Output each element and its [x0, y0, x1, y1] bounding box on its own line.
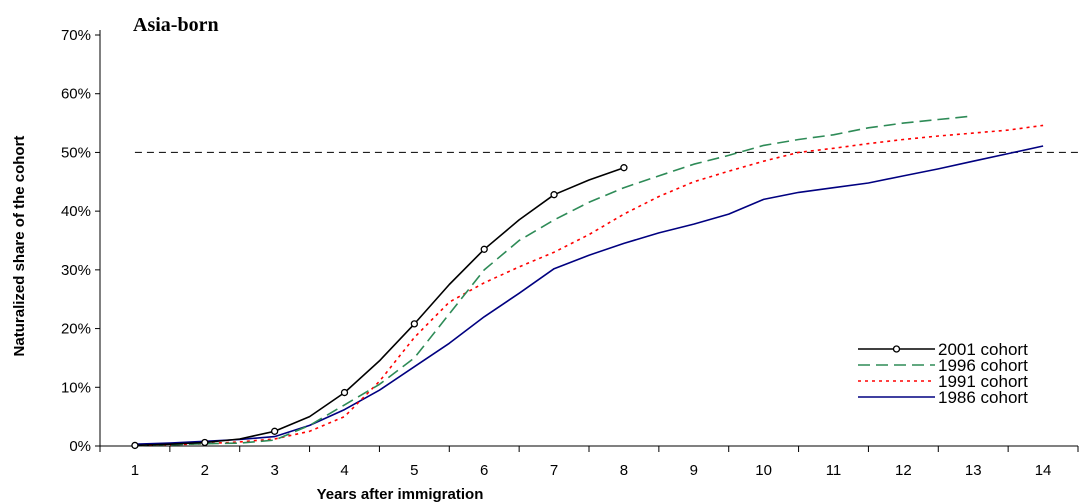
x-tick-label: 14	[1035, 462, 1052, 479]
x-tick-label: 2	[201, 462, 209, 479]
series-1986-cohort	[134, 145, 1044, 445]
y-axis-title: Naturalized share of the cohort	[11, 136, 28, 357]
legend-label: 2001 cohort	[938, 340, 1028, 359]
x-tick-label: 6	[480, 462, 488, 479]
data-point	[480, 245, 488, 253]
x-tick-label: 4	[340, 462, 348, 479]
data-point	[410, 320, 419, 328]
y-tick-label: 70%	[61, 27, 91, 44]
x-tick-label: 3	[270, 462, 278, 479]
x-tick-label: 9	[690, 462, 698, 479]
legend-label: 1986 cohort	[938, 388, 1028, 407]
x-tick-label: 11	[826, 462, 842, 479]
data-point	[340, 388, 349, 397]
x-tick-label: 5	[410, 462, 418, 479]
series-line	[134, 145, 1044, 445]
y-tick-label: 30%	[61, 262, 91, 279]
x-axis: 1 2 3 4 5 6 7 8 9 10 11 12 13 14	[99, 446, 1079, 479]
data-point	[131, 441, 139, 450]
y-tick-label: 10%	[61, 379, 91, 396]
plot-area	[99, 30, 1078, 447]
x-tick-label: 7	[550, 462, 558, 479]
x-tick-label: 8	[620, 462, 628, 479]
y-tick-label: 0%	[69, 438, 91, 455]
y-tick-label: 60%	[61, 86, 91, 103]
legend-label: 1996 cohort	[938, 356, 1028, 375]
y-tick-label: 20%	[61, 321, 91, 338]
x-axis-title: Years after immigration	[317, 486, 484, 503]
legend-marker	[892, 345, 901, 353]
series-line	[134, 115, 974, 447]
x-tick-label: 12	[895, 462, 912, 479]
series-line	[134, 166, 625, 447]
series-2001-cohort	[131, 164, 628, 450]
series-layer	[131, 115, 1044, 450]
chart-title: Asia-born	[133, 14, 219, 36]
legend-label: 1991 cohort	[938, 372, 1028, 391]
data-point	[201, 438, 209, 447]
data-point	[270, 427, 279, 435]
data-point	[550, 191, 558, 199]
data-point	[620, 164, 628, 172]
x-tick-label: 1	[131, 462, 139, 479]
y-tick-label: 50%	[61, 144, 91, 161]
x-tick-label: 13	[965, 462, 982, 479]
y-tick-label: 40%	[61, 203, 91, 220]
y-axis: 0% 10% 20% 30% 40% 50% 60% 70%	[61, 27, 100, 455]
x-tick-label: 10	[755, 462, 772, 479]
series-1996-cohort	[134, 115, 974, 447]
